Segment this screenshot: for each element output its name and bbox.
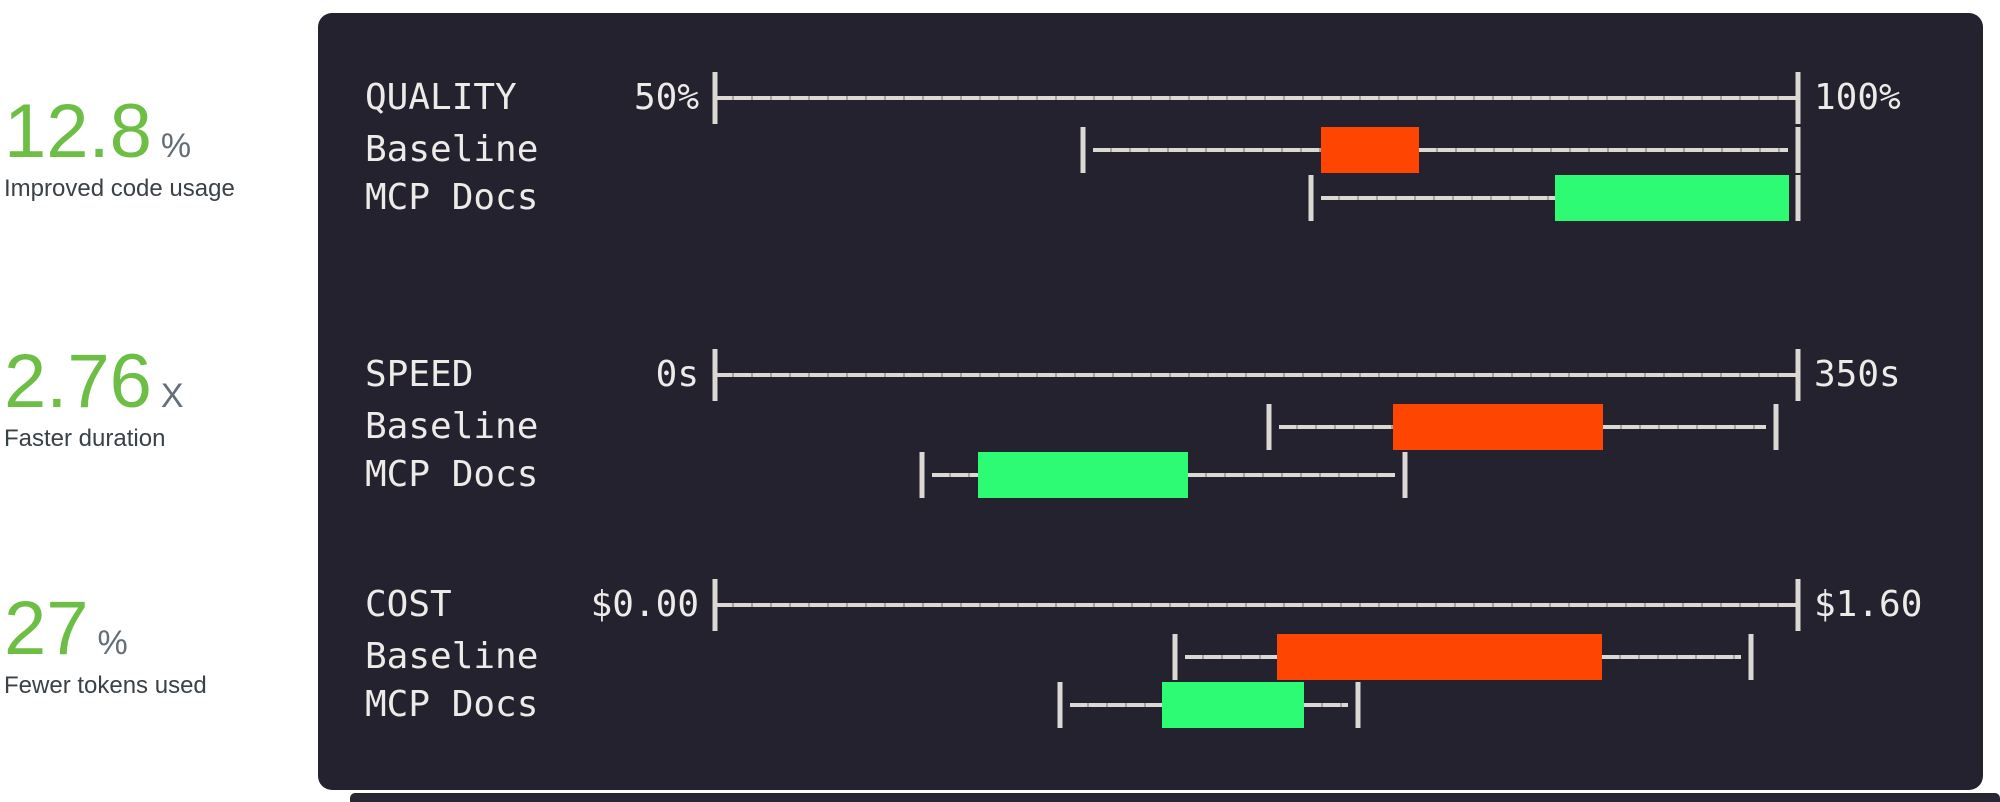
axis-max-label: 350s [1814,354,1901,395]
boxplot-row-mcp-docs: MCP Docs [318,173,1983,223]
whisker-cap-low [1057,682,1063,728]
row-label: MCP Docs [365,684,539,725]
bottom-strip [350,793,2000,802]
axis-rule [715,373,1798,377]
box [1392,404,1604,450]
axis-row: COST $0.00 $1.60 [318,579,1983,631]
row-label: Baseline [365,406,539,447]
whisker-cap-low [1308,175,1314,221]
whisker-line-low [1278,425,1393,429]
metric-unit: % [97,624,128,662]
boxplot-row-mcp-docs: MCP Docs [318,680,1983,730]
axis-rule [715,603,1798,607]
row-label: MCP Docs [365,177,539,218]
box [1161,682,1304,728]
axis-max-label: $1.60 [1814,584,1923,625]
metric-label: Faster duration [4,425,166,452]
whisker-cap-high [1773,404,1779,450]
box [978,452,1189,498]
metric-fewer-tokens: 27% Fewer tokens used [4,589,207,699]
axis-start-tick [712,72,718,124]
axis-min-label: $0.00 [590,584,699,625]
row-label: Baseline [365,129,539,170]
benchmark-panel: QUALITY 50% 100% Baseline MCP Docs SPE [318,13,1983,790]
boxplot-track [715,680,1798,730]
whisker-line-low [932,473,978,477]
boxplot-track [715,402,1798,452]
whisker-cap-low [1080,127,1086,173]
whisker-cap-low [1172,634,1178,680]
axis-end-tick [1795,72,1801,124]
whisker-line-high [1603,425,1767,429]
metric-number-line: 2.76 X [4,342,184,422]
whisker-cap-high [1748,634,1754,680]
whisker-line-high [1303,703,1349,707]
chart-section-cost: COST $0.00 $1.60 Baseline MCP Docs [318,579,1983,730]
boxplot-row-baseline: Baseline [318,632,1983,682]
metric-label: Fewer tokens used [4,672,207,699]
whisker-line-high [1418,148,1788,152]
box [1321,127,1419,173]
axis-start-tick [712,349,718,401]
metric-unit: X [160,377,184,415]
metric-number-line: 27% [4,589,207,669]
boxplot-row-baseline: Baseline [318,125,1983,175]
axis-min-label: 0s [655,354,699,395]
whisker-cap-low [919,452,925,498]
whisker-line-high [1601,655,1741,659]
boxplot-track [715,173,1801,223]
axis-line [712,579,1801,631]
metric-label: Improved code usage [4,175,235,202]
axis-end-tick [1795,579,1801,631]
chart-title: SPEED [365,354,474,395]
whisker-line-low [1093,148,1322,152]
axis-rule [715,96,1798,100]
row-label: Baseline [365,636,539,677]
axis-row: QUALITY 50% 100% [318,72,1983,124]
whisker-cap-high [1355,682,1361,728]
whisker-cap-high [1795,127,1801,173]
metric-number-line: 12.8% [4,92,235,172]
metric-value: 12.8 [4,89,152,174]
axis-start-tick [712,579,718,631]
metric-value: 2.76 [4,339,152,424]
axis-line [712,72,1801,124]
chart-section-speed: SPEED 0s 350s Baseline MCP Docs [318,349,1983,500]
axis-max-label: 100% [1814,77,1901,118]
boxplot-row-mcp-docs: MCP Docs [318,450,1983,500]
chart-title: QUALITY [365,77,517,118]
whisker-cap-high [1402,452,1408,498]
row-label: MCP Docs [365,454,539,495]
axis-line [712,349,1801,401]
boxplot-track [715,632,1798,682]
boxplot-track [715,125,1801,175]
metric-value: 27 [4,586,89,671]
chart-section-quality: QUALITY 50% 100% Baseline MCP Docs [318,72,1983,223]
whisker-line-high [1188,473,1396,477]
whisker-line-low [1320,196,1556,200]
whisker-line-low [1070,703,1162,707]
metric-improved-code-usage: 12.8% Improved code usage [4,92,235,202]
axis-row: SPEED 0s 350s [318,349,1983,401]
axis-min-label: 50% [633,77,699,118]
box [1555,175,1790,221]
metric-faster-duration: 2.76 X Faster duration [4,342,184,452]
whisker-line-low [1185,655,1277,659]
metric-unit: % [160,127,192,165]
axis-end-tick [1795,349,1801,401]
box [1276,634,1602,680]
whisker-cap-high [1795,175,1801,221]
boxplot-track [715,450,1798,500]
whisker-cap-low [1266,404,1272,450]
chart-title: COST [365,584,452,625]
boxplot-row-baseline: Baseline [318,402,1983,452]
